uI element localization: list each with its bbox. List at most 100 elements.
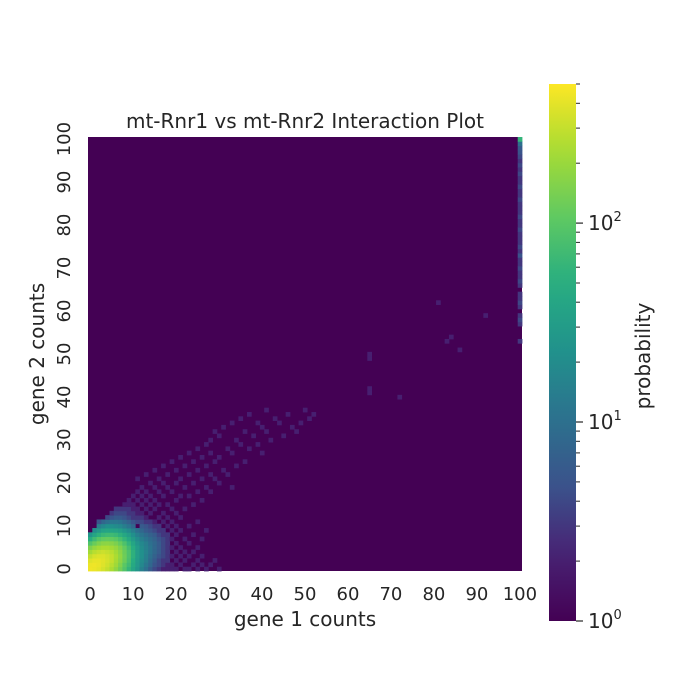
heatmap-cell	[135, 519, 140, 525]
heatmap-cell	[139, 493, 145, 499]
heatmap-cell	[109, 523, 115, 529]
heatmap-cell	[148, 480, 153, 486]
heatmap-cell	[152, 519, 158, 525]
heatmap-cell	[139, 523, 145, 529]
heatmap-cell	[100, 562, 106, 568]
heatmap-cell	[186, 450, 192, 456]
heatmap-cell	[225, 446, 231, 452]
heatmap-cell	[100, 532, 106, 538]
heatmap-cell	[169, 489, 175, 495]
heatmap-cell	[96, 566, 102, 572]
heatmap-cell	[105, 558, 110, 563]
heatmap-cell	[118, 553, 123, 559]
heatmap-cell	[165, 566, 171, 572]
heatmap-cell	[96, 549, 102, 555]
heatmap-cell	[122, 549, 128, 555]
heatmap-cell	[130, 528, 136, 533]
heatmap-cell	[109, 515, 115, 520]
heatmap-cell	[264, 407, 269, 413]
heatmap-cell	[156, 545, 162, 550]
heatmap-cell	[143, 536, 149, 542]
heatmap-cell	[113, 519, 119, 525]
heatmap-cell	[135, 536, 140, 542]
heatmap-cell	[186, 566, 192, 572]
heatmap-cell	[178, 454, 183, 460]
heatmap-cell	[122, 558, 128, 563]
heatmap-cell	[139, 515, 145, 520]
heatmap-cell	[96, 562, 102, 568]
heatmap-cell	[195, 545, 201, 550]
heatmap-cell	[122, 532, 128, 538]
heatmap-cell	[105, 553, 110, 559]
heatmap-cell	[311, 412, 317, 417]
x-tick-label: 90	[465, 584, 488, 605]
heatmap-cell	[148, 532, 153, 538]
x-tick-label: 80	[422, 584, 445, 605]
heatmap-cell	[105, 532, 110, 538]
heatmap-cell	[96, 523, 102, 529]
heatmap-cell	[173, 566, 179, 572]
heatmap-cell	[161, 566, 166, 572]
heatmap-cell	[109, 536, 115, 542]
heatmap-cell	[191, 459, 196, 464]
heatmap-cell	[169, 536, 175, 542]
heatmap-cell	[130, 566, 136, 572]
heatmap-cell	[143, 553, 149, 559]
heatmap-cell	[126, 532, 132, 538]
heatmap-cell	[152, 467, 158, 473]
heatmap-cell	[517, 231, 523, 237]
heatmap-cell	[448, 334, 454, 340]
heatmap-cell	[294, 429, 299, 434]
heatmap-cell	[156, 549, 162, 555]
heatmap-cell	[100, 528, 106, 533]
heatmap-cell	[195, 489, 201, 495]
heatmap-cell	[195, 446, 201, 452]
heatmap-cell	[165, 515, 171, 520]
heatmap-cell	[96, 540, 102, 546]
heatmap-cell	[517, 227, 523, 232]
heatmap-cell	[118, 519, 123, 525]
heatmap-cell	[517, 265, 523, 271]
heatmap-cell	[130, 562, 136, 568]
heatmap-cell	[517, 179, 523, 185]
heatmap-cell	[517, 295, 523, 301]
heatmap-cell	[122, 545, 128, 550]
heatmap-cell	[118, 558, 123, 563]
heatmap-cell	[178, 553, 183, 559]
heatmap-cell	[148, 502, 153, 507]
heatmap-cell	[182, 536, 188, 542]
heatmap-cell	[130, 502, 136, 507]
heatmap-cell	[96, 545, 102, 550]
heatmap-cell	[130, 553, 136, 559]
heatmap-cell	[88, 558, 93, 563]
heatmap-cell	[143, 532, 149, 538]
heatmap-cell	[139, 562, 145, 568]
heatmap-cell	[216, 454, 222, 460]
heatmap-cell	[517, 137, 523, 142]
heatmap-cell	[367, 386, 373, 391]
heatmap-cell	[113, 532, 119, 538]
heatmap-cell	[122, 523, 128, 529]
x-tick-label: 40	[251, 584, 274, 605]
y-tick-label: 70	[54, 257, 75, 280]
heatmap-cell	[517, 317, 523, 323]
heatmap-cell	[100, 536, 106, 542]
heatmap-cell	[139, 536, 145, 542]
heatmap-cell	[212, 558, 218, 563]
heatmap-cell	[135, 532, 140, 538]
heatmap-cell	[135, 540, 140, 546]
heatmap-cell	[152, 540, 158, 546]
heatmap-cell	[517, 145, 523, 151]
heatmap-cell	[139, 510, 145, 516]
heatmap-cell	[169, 553, 175, 559]
heatmap-cell	[307, 416, 312, 422]
heatmap-background	[88, 137, 522, 571]
heatmap-cell	[126, 558, 132, 563]
heatmap-cell	[122, 540, 128, 546]
heatmap-cell	[118, 515, 123, 520]
heatmap-cell	[135, 558, 140, 563]
heatmap-cell	[88, 545, 93, 550]
heatmap-cell	[204, 463, 209, 469]
heatmap-cell	[156, 553, 162, 559]
heatmap-cell	[208, 489, 214, 495]
